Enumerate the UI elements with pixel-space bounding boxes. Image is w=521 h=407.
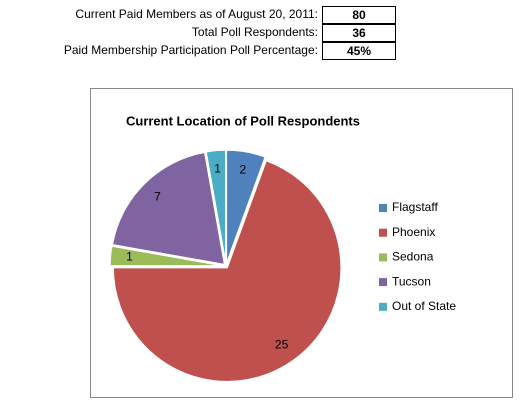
data-label: 2 [239,163,246,177]
legend-swatch [379,302,387,311]
legend-swatch [379,204,387,212]
summary-label: Total Poll Respondents: [191,25,318,39]
data-label: 1 [214,162,221,176]
legend-label: Phoenix [392,225,435,239]
pie-slice [109,245,225,267]
summary-row: Current Paid Members as of August 20, 20… [0,6,521,24]
legend-swatch [379,228,387,237]
data-label: 7 [154,190,161,204]
summary-label: Current Paid Members as of August 20, 20… [75,7,318,21]
legend-swatch [379,278,387,287]
summary-value: 36 [322,24,396,42]
legend-label: Sedona [392,250,434,264]
data-label: 1 [126,250,133,264]
summary-value: 80 [322,6,396,24]
legend-swatch [379,253,387,262]
pie-slice [111,151,226,266]
data-label: 25 [275,338,289,352]
summary-label: Paid Membership Participation Poll Perce… [63,43,318,57]
summary-value: 45% [322,42,396,60]
legend-label: Tucson [392,274,431,288]
legend-label: Out of State [392,299,456,313]
summary-row: Total Poll Respondents: 36 [0,24,521,42]
legend-label: Flagstaff [392,200,438,214]
pie-slice [205,149,227,265]
pie-slice [112,159,342,383]
summary-row: Paid Membership Participation Poll Perce… [0,42,521,60]
chart-title: Current Location of Poll Respondents [126,113,360,128]
